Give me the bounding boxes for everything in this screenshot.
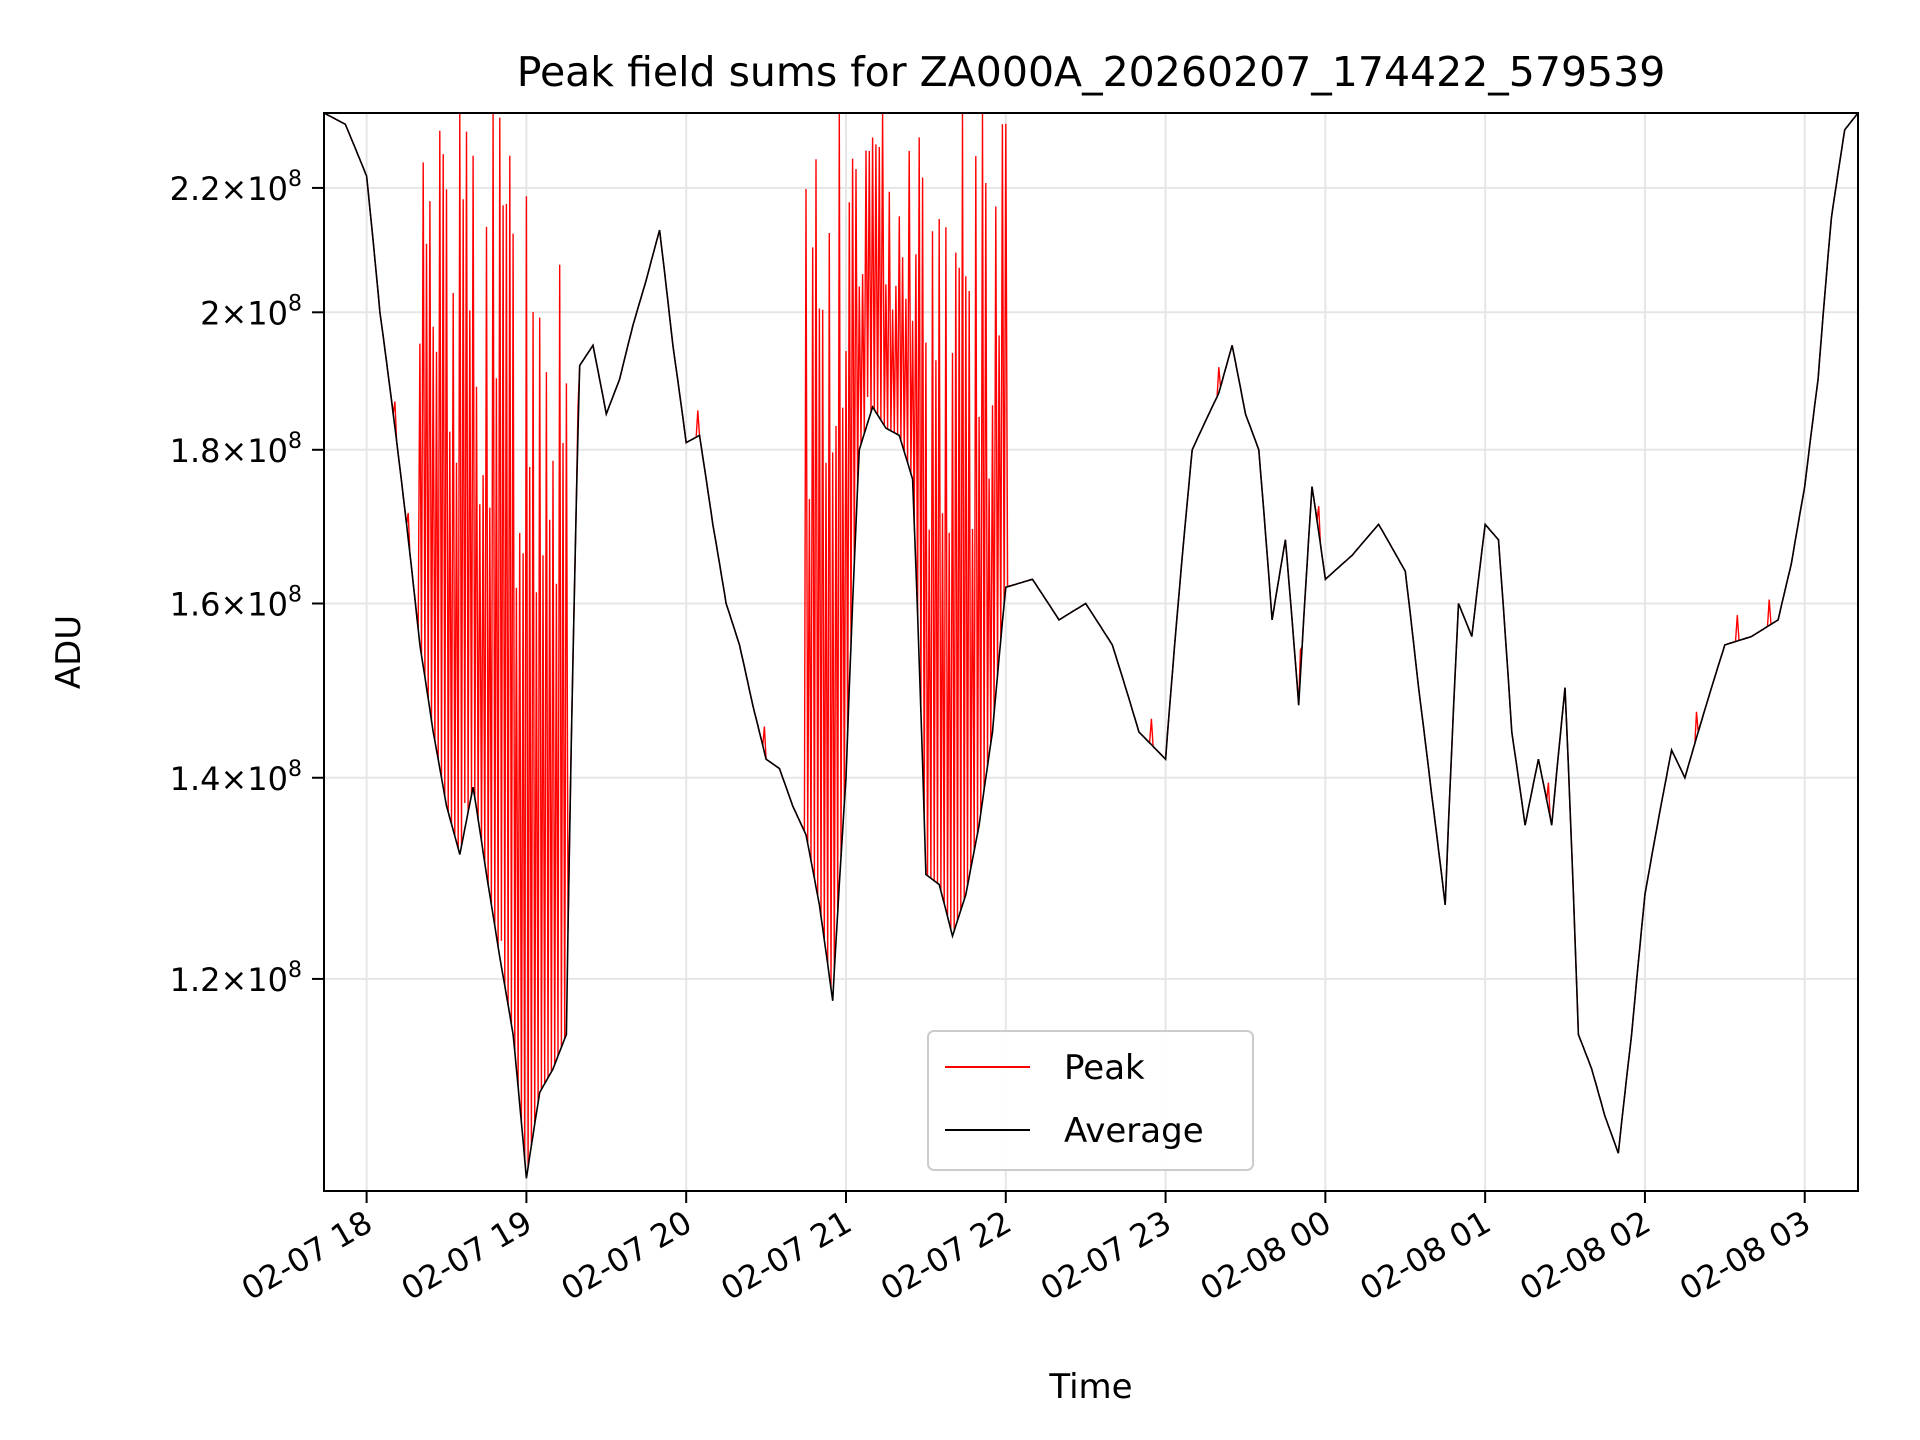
series-layer bbox=[323, 112, 1859, 1179]
y-tick-label: 1.8×108 bbox=[170, 429, 302, 470]
x-axis-title: Time bbox=[1048, 1367, 1132, 1407]
grid bbox=[324, 113, 1858, 1191]
y-tick-label: 2.2×108 bbox=[170, 167, 302, 208]
legend-label-average: Average bbox=[1064, 1111, 1204, 1151]
y-tick-label: 1.4×108 bbox=[170, 757, 302, 798]
series-average-line bbox=[323, 112, 1859, 1179]
legend-box bbox=[927, 1030, 1254, 1171]
y-tick-label: 1.6×108 bbox=[170, 582, 302, 623]
chart-title: Peak field sums for ZA000A_20260207_1744… bbox=[517, 48, 1666, 96]
plot-frame bbox=[323, 112, 1859, 1192]
y-tick-label: 2×108 bbox=[200, 291, 302, 332]
y-tick-label: 1.2×108 bbox=[170, 958, 302, 999]
y-axis-title: ADU bbox=[49, 615, 89, 689]
legend: Peak Average bbox=[927, 1030, 1254, 1171]
legend-label-peak: Peak bbox=[1064, 1048, 1145, 1088]
